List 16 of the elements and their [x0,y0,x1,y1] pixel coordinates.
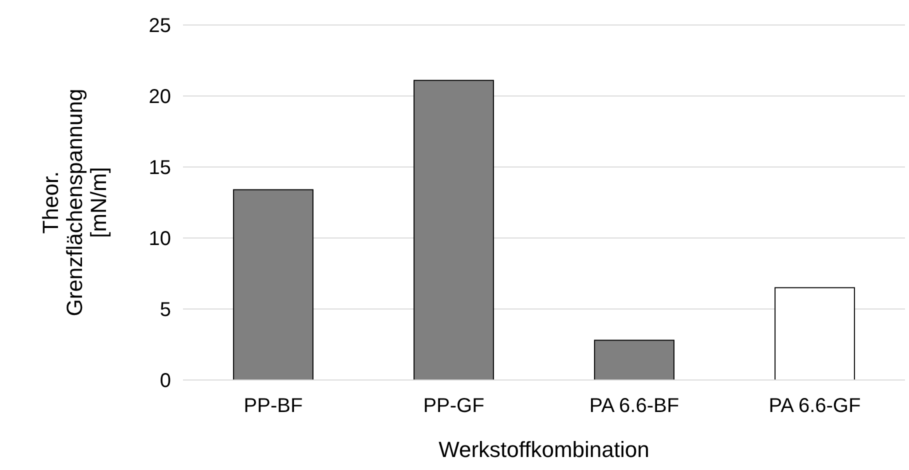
bar [594,340,674,380]
y-tick-label: 15 [148,157,171,179]
x-axis-title: Werkstoffkombination [438,437,650,462]
x-tick-label: PP-BF [244,395,303,417]
y-tick-label: 0 [160,370,171,392]
x-tick-label: PP-GF [423,395,484,417]
y-tick-label: 5 [160,299,171,321]
bar [774,287,855,380]
x-tick-label: PA 6.6-GF [768,395,861,417]
y-tick-label: 10 [148,228,171,250]
y-axis-title: Theor. Grenzflächenspannung [mN/m] [38,88,112,316]
bar [414,80,494,380]
y-tick-label: 25 [148,15,171,37]
bar [233,189,314,380]
x-tick-label: PA 6.6-BF [589,395,680,417]
y-tick-label: 20 [148,86,171,108]
